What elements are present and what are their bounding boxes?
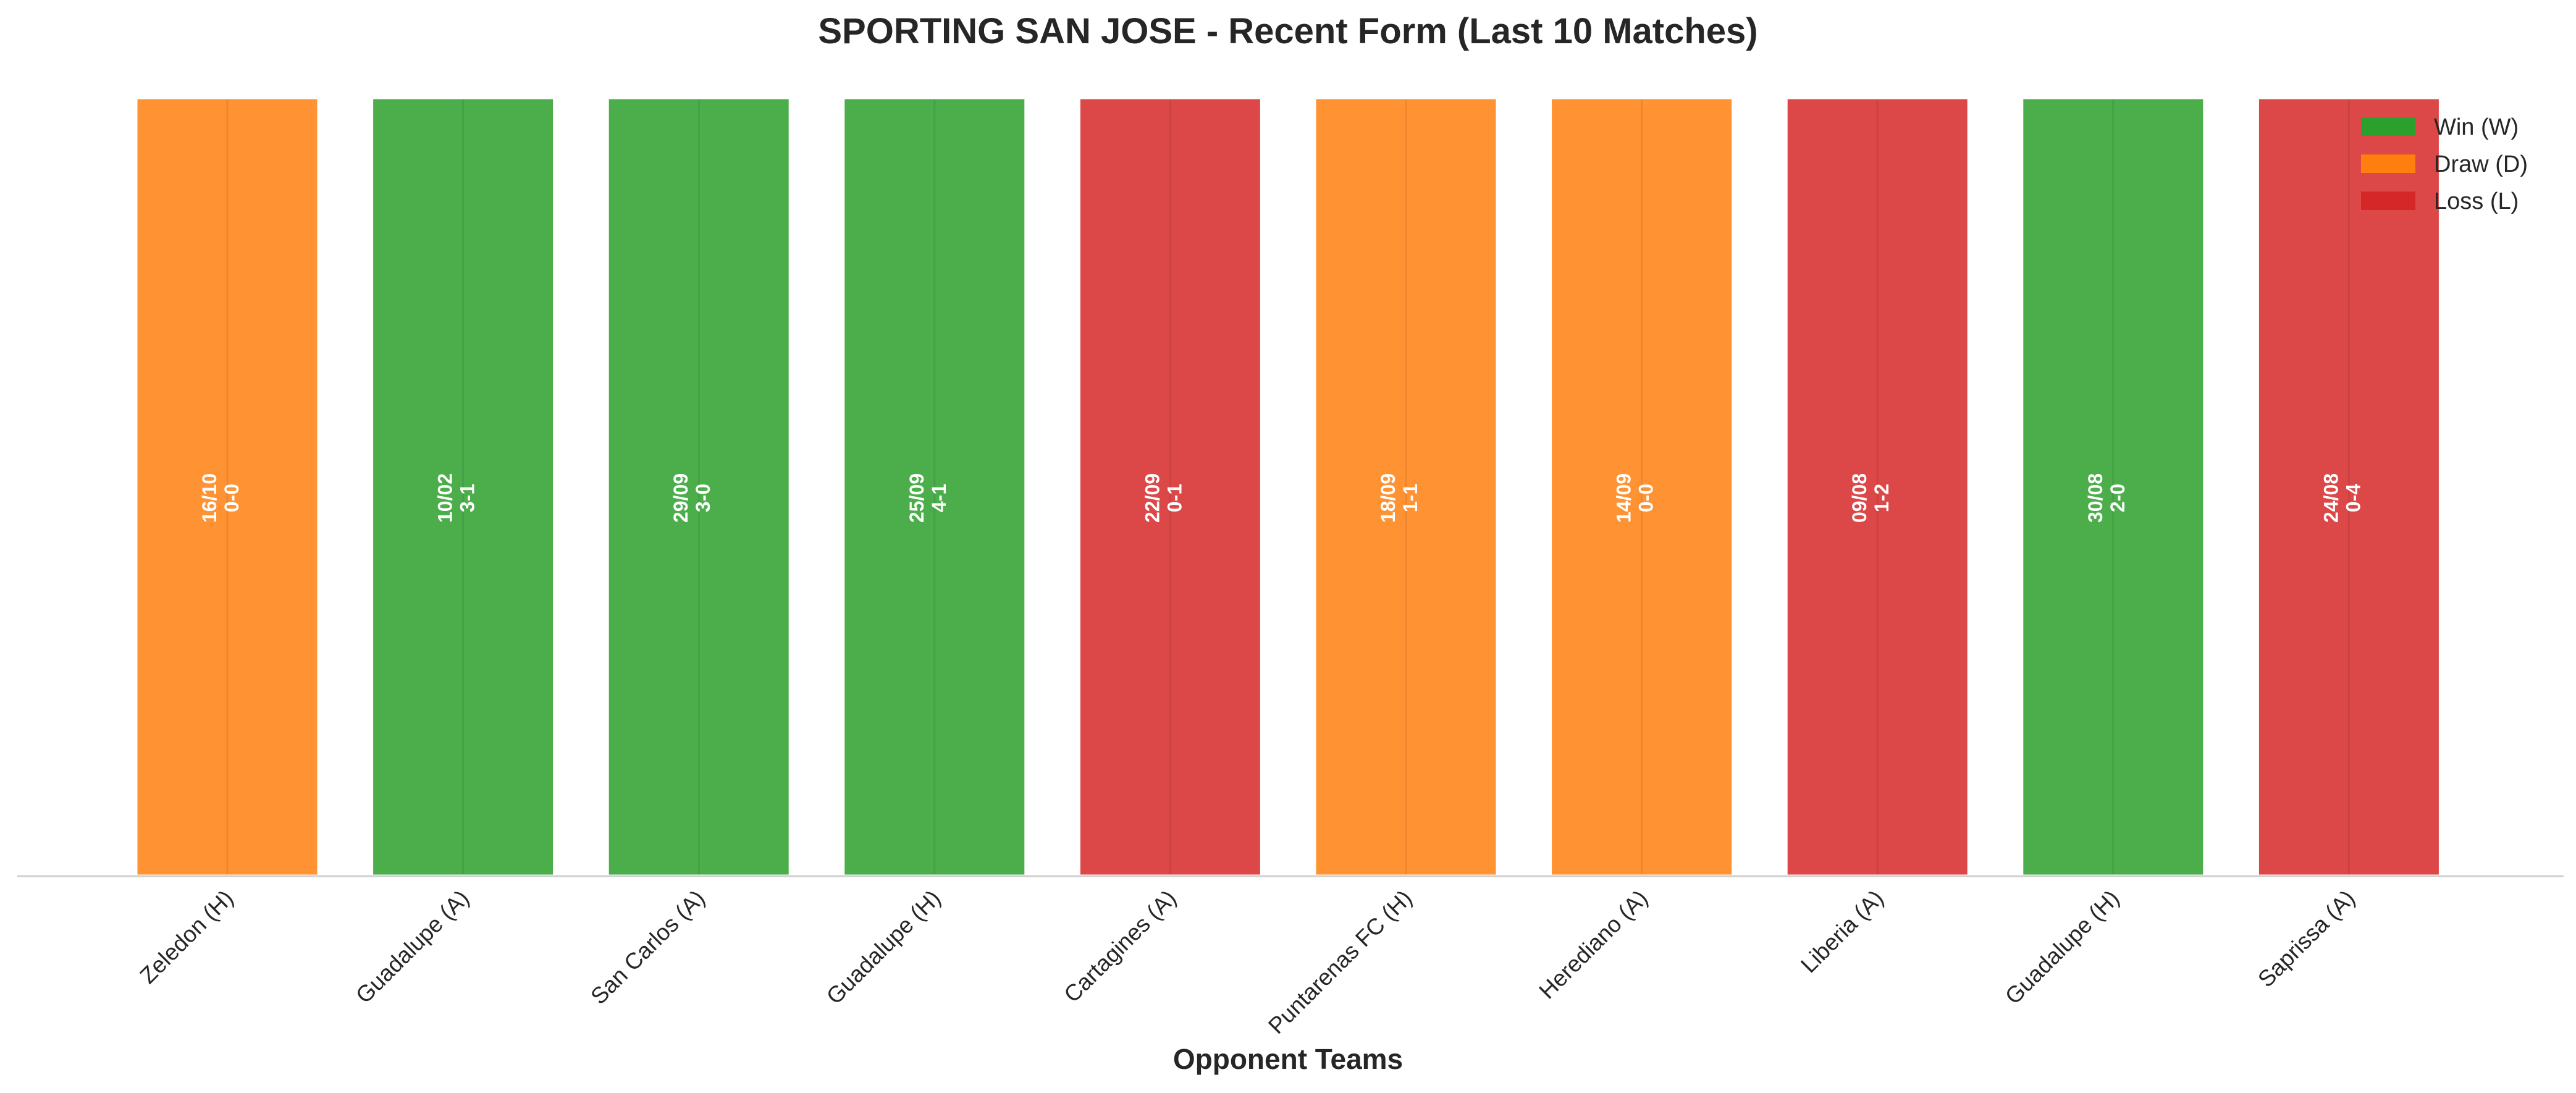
x-axis-label: Opponent Teams — [1173, 1043, 1403, 1075]
bar-7 — [1549, 96, 1735, 878]
bar-label-date: 22/09 — [1141, 473, 1163, 523]
x-ticks-layer: Zeledon (H) Guadalupe (A) San Carlos (A) Gu… — [135, 885, 2360, 1039]
legend-swatch-l — [2361, 192, 2415, 210]
bar-label-date: 09/08 — [1848, 473, 1871, 523]
bar-label: 16/100-0 — [198, 473, 243, 523]
x-tick-label: Guadalupe (A) — [351, 885, 474, 1008]
x-tick-label: Cartagines (A) — [1059, 885, 1181, 1008]
bar-label-date: 14/09 — [1613, 473, 1635, 523]
bar-label-score: 0-0 — [221, 484, 243, 512]
bar-label: 10/023-1 — [434, 473, 479, 523]
bar-label-date: 24/08 — [2320, 473, 2342, 523]
bar-label-score: 1-2 — [1871, 484, 1893, 512]
bar-label: 30/082-0 — [2084, 473, 2129, 523]
bar-label: 18/091-1 — [1377, 473, 1421, 523]
bar-label: 29/093-0 — [670, 473, 714, 523]
bar-labels-layer: 16/100-0 10/023-1 29/093-0 25/094-1 22/090-1… — [198, 473, 2364, 523]
x-tick-label: Liberia (A) — [1796, 885, 1888, 978]
bar-label: 09/081-2 — [1848, 473, 1893, 523]
bar-4 — [841, 96, 1028, 878]
bar-label-score: 4-1 — [928, 484, 950, 512]
bar-1 — [134, 96, 321, 878]
legend-swatch-d — [2361, 154, 2415, 173]
bar-label-date: 29/09 — [670, 473, 692, 523]
bars-layer — [134, 96, 2442, 878]
legend-label-l: Loss (L) — [2434, 188, 2519, 214]
chart-title: SPORTING SAN JOSE - Recent Form (Last 10… — [818, 11, 1757, 51]
bar-3 — [605, 96, 792, 878]
bar-label-date: 18/09 — [1377, 473, 1399, 523]
x-tick-label: Zeledon (H) — [135, 885, 238, 989]
bar-2 — [370, 96, 557, 878]
legend-label-d: Draw (D) — [2434, 151, 2528, 177]
legend-label-w: Win (W) — [2434, 114, 2519, 140]
x-tick-label: Saprissa (A) — [2253, 885, 2360, 992]
bar-label: 14/090-0 — [1613, 473, 1657, 523]
bar-label-score: 0-1 — [1163, 484, 1185, 512]
legend-swatch-w — [2361, 117, 2415, 136]
x-tick-label: Herediano (A) — [1534, 885, 1652, 1004]
x-tick-label: Guadalupe (H) — [2000, 885, 2124, 1010]
bar-label-date: 16/10 — [198, 473, 221, 523]
bar-5 — [1077, 96, 1263, 878]
x-tick-label: Guadalupe (H) — [822, 885, 946, 1010]
bar-label: 22/090-1 — [1141, 473, 1185, 523]
bar-label-date: 10/02 — [434, 473, 457, 523]
bar-6 — [1313, 96, 1499, 878]
bar-10 — [2255, 96, 2442, 878]
bar-label: 25/094-1 — [906, 473, 950, 523]
bar-label-score: 0-0 — [1635, 484, 1657, 512]
bar-label-score: 3-1 — [457, 484, 479, 512]
bar-label-score: 2-0 — [2107, 484, 2129, 512]
bar-label: 24/080-4 — [2320, 473, 2364, 523]
x-tick-label: Puntarenas FC (H) — [1263, 885, 1417, 1039]
bar-label-date: 25/09 — [906, 473, 928, 523]
bar-label-date: 30/08 — [2084, 473, 2107, 523]
bar-label-score: 0-4 — [2342, 484, 2364, 512]
legend: Win (W) Draw (D) Loss (L) — [2361, 114, 2528, 214]
bar-8 — [1784, 96, 1971, 878]
x-tick-label: San Carlos (A) — [586, 885, 710, 1010]
bar-label-score: 3-0 — [692, 484, 714, 512]
bar-label-score: 1-1 — [1399, 484, 1421, 512]
